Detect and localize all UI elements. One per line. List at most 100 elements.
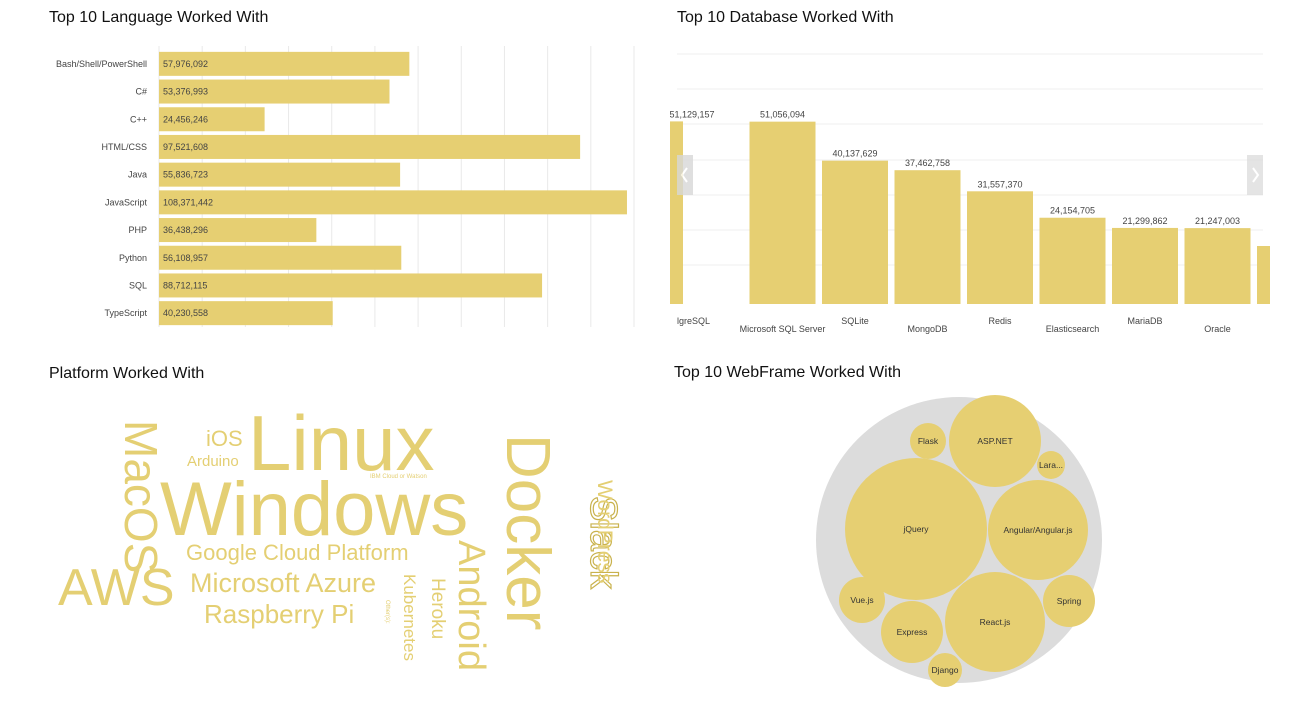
databases-bar-chart: 51,129,157 lgreSQL 51,056,094 Microsoft SQL… [670,53,1270,334]
bubble-flask [910,423,946,459]
data-label: 24,154,705 [1050,206,1095,216]
word-heroku: Heroku [427,578,448,640]
data-label: 37,462,758 [905,158,950,168]
bar-c [159,79,390,104]
bubble-django [928,653,962,687]
bar-mariadb [1112,227,1178,304]
platform-word-cloud: Linux Windows Docker AWS MacOS Android S… [40,390,640,690]
bubble-label: Vue.js [850,595,873,605]
category-label: PHP [128,225,147,235]
data-label: 40,137,629 [832,149,877,159]
bubble-label: Lara... [1039,460,1063,470]
word-ios: iOS [206,426,243,451]
bubble-react-js [945,572,1045,672]
category-label: Microsoft SQL Server [740,324,826,334]
bubble-label: ASP.NET [977,436,1012,446]
bar-sql [159,273,543,298]
databases-chart-title: Top 10 Database Worked With [677,9,894,26]
data-label: 88,712,115 [163,280,207,290]
bubble-label: React.js [980,617,1011,627]
bubble-express [881,601,943,663]
bubble-label: Angular/Angular.js [1004,525,1073,535]
category-label: Bash/Shell/PowerShell [56,59,147,69]
languages-chart-title: Top 10 Language Worked With [49,9,269,26]
data-label: 53,376,993 [163,87,208,97]
category-label: MongoDB [907,324,947,334]
category-label: Python [119,253,147,263]
bubble-jquery [845,458,987,600]
category-label: Java [128,170,147,180]
bar-java [159,162,401,187]
category-label: SQL [129,280,147,290]
bar-microsoft-sql-server [749,121,816,305]
languages-bar-chart: 57,976,092 Bash/Shell/PowerShell 53,376,99… [56,46,635,327]
bar-c [159,107,265,132]
bar-lgresql [670,121,683,304]
category-label: SQLite [841,316,869,326]
bubble-label: Flask [918,436,939,446]
chevron-left-icon [680,167,688,183]
data-label: 24,456,246 [163,114,208,124]
data-label: 97,521,608 [163,142,208,152]
word-google-cloud-platform: Google Cloud Platform [186,540,409,565]
data-label: 21,247,003 [1195,216,1240,226]
category-label: TypeScript [104,308,147,318]
category-label: lgreSQL [677,316,710,326]
category-label: Redis [988,316,1012,326]
category-label: JavaScript [105,197,148,207]
category-label: Elasticsearch [1046,324,1100,334]
bar-redis [967,191,1033,304]
data-label: 55,836,723 [163,170,208,180]
bar-mongodb [894,170,961,304]
word-microsoft-azure: Microsoft Azure [190,568,377,598]
word-macos: MacOS [115,420,167,574]
webframe-chart-title: Top 10 WebFrame Worked With [674,364,902,381]
bar-html-css [159,134,581,159]
data-label: 31,557,370 [977,179,1022,189]
bubble-label: Spring [1057,596,1082,606]
data-label: 51,056,094 [760,110,805,120]
word-arduino: Arduino [187,453,239,470]
word-linux: Linux [248,399,435,487]
word-docker: Docker [493,434,562,631]
data-label: 36,438,296 [163,225,208,235]
category-label: C# [135,87,147,97]
word-android: Android [450,540,492,671]
data-label: 108,371,442 [163,197,213,207]
bar-elasticsearch [1039,217,1106,304]
bar-bash-shell-powershell [159,51,410,76]
word-kubernetes: Kubernetes [400,574,419,661]
bar-oracle [1184,228,1251,304]
word-raspberry-pi: Raspberry Pi [204,599,355,629]
data-label: 56,108,957 [163,253,208,263]
category-label: MariaDB [1127,316,1162,326]
data-label: 51,129,157 [670,109,715,119]
category-label: Oracle [1204,324,1231,334]
bubble-angular-angular-js [988,480,1088,580]
bubble-vue-js [839,577,885,623]
bar-sqlite [822,160,888,304]
bar-partial [1257,246,1270,304]
bubble-label: Express [897,627,928,637]
bar-python [159,245,402,270]
bubble-spring [1043,575,1095,627]
scroll-right-button[interactable] [1247,155,1263,195]
bubble-lara [1037,451,1065,479]
category-label: HTML/CSS [101,142,147,152]
data-label: 57,976,092 [163,59,208,69]
word-aws: AWS [58,559,175,617]
bubble-asp-net [949,395,1041,487]
chevron-right-icon [1252,167,1260,183]
word-windows: Windows [160,467,469,552]
bar-typescript [159,301,333,326]
word-ibm-cloud: IBM Cloud or Watson [370,474,427,480]
data-label: 21,299,862 [1122,216,1167,226]
bar-php [159,218,317,243]
scroll-left-button[interactable] [677,155,693,195]
webframe-bubble-chart: jQuery React.js Angular/Angular.js ASP.NET E… [816,395,1102,687]
bubble-label: jQuery [902,524,929,534]
platform-chart-title: Platform Worked With [49,365,205,382]
word-others: Other(s): [384,600,390,624]
word-wordpress: WordPress [593,480,616,584]
category-label: C++ [130,114,147,124]
